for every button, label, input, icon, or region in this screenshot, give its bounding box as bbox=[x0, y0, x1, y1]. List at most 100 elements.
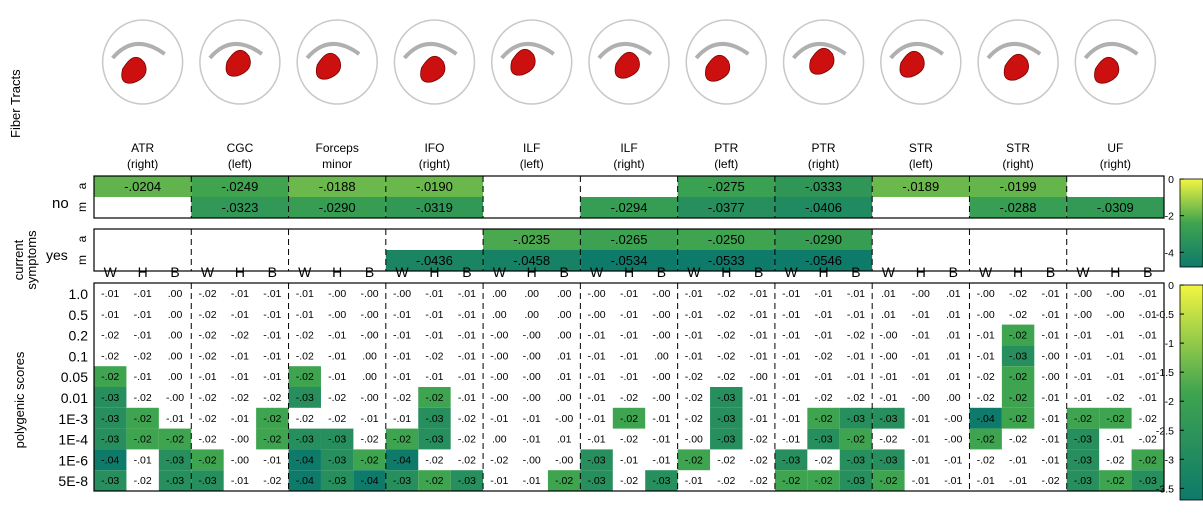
cell-value: -.01 bbox=[750, 330, 768, 342]
cell-value: -.01 bbox=[328, 350, 346, 362]
threshold-label: 5E-8 bbox=[58, 473, 88, 489]
cell-value: .00 bbox=[492, 434, 507, 446]
cell bbox=[288, 470, 321, 491]
cell-value: -.02 bbox=[847, 434, 865, 446]
cell-value: .01 bbox=[881, 309, 896, 321]
cell-value: -.02 bbox=[620, 475, 638, 487]
cell-value: -.03 bbox=[328, 434, 346, 446]
cell-value: -.01 bbox=[912, 434, 930, 446]
cell bbox=[191, 176, 289, 197]
cell-value: -.02 bbox=[101, 371, 119, 383]
cell-value: -.01 bbox=[231, 475, 249, 487]
tract-name-3: IFO bbox=[424, 141, 444, 155]
colorbar-label: -0.5 bbox=[1156, 309, 1174, 321]
cell-value: -.01 bbox=[750, 309, 768, 321]
cell-value: -.02 bbox=[847, 330, 865, 342]
cell-value: -.00 bbox=[977, 309, 995, 321]
subheader: H bbox=[624, 264, 634, 280]
cell-value: -.00 bbox=[750, 371, 768, 383]
cell-value: -.03 bbox=[425, 413, 443, 425]
tract-name-2: Forceps bbox=[316, 141, 359, 155]
cell-value: -.04 bbox=[977, 413, 995, 425]
cell bbox=[1066, 428, 1100, 450]
tract-shape bbox=[420, 55, 446, 83]
cell-value: .00 bbox=[946, 392, 961, 404]
cell bbox=[872, 470, 905, 491]
cell bbox=[580, 229, 678, 250]
cell bbox=[1066, 197, 1164, 218]
cell-value: -.01 bbox=[458, 330, 476, 342]
cell-value: -.01 bbox=[393, 330, 411, 342]
cell-value: -.03 bbox=[296, 392, 314, 404]
cell bbox=[1131, 449, 1164, 471]
cell bbox=[418, 387, 451, 408]
cell bbox=[839, 407, 873, 429]
cell-value: -.01 bbox=[620, 371, 638, 383]
cell-value: -.02 bbox=[101, 330, 119, 342]
tract-name-10: UF bbox=[1107, 141, 1123, 155]
tract-side-0: (right) bbox=[127, 157, 158, 171]
cell-value: -.01 bbox=[425, 330, 443, 342]
cell bbox=[191, 470, 224, 491]
cell bbox=[710, 428, 743, 450]
cell-value: -.03 bbox=[166, 454, 184, 466]
cell-value: -.02 bbox=[134, 413, 152, 425]
cell-value: -.01 bbox=[782, 330, 800, 342]
subheader: W bbox=[395, 264, 409, 280]
threshold-label: 0.1 bbox=[69, 348, 89, 364]
cell-value: -.01 bbox=[231, 309, 249, 321]
cell bbox=[450, 470, 484, 491]
cell-value: -.00 bbox=[1074, 288, 1092, 300]
cell bbox=[677, 229, 775, 250]
cell bbox=[94, 428, 127, 450]
cell-value: -.01 bbox=[620, 288, 638, 300]
subheader: B bbox=[559, 264, 568, 280]
brain-callosum bbox=[889, 41, 945, 60]
cell-value: -.02 bbox=[296, 350, 314, 362]
cell-value: -.02 bbox=[1106, 413, 1124, 425]
cell-value: -.02 bbox=[977, 371, 995, 383]
cell-value: -.02 bbox=[685, 413, 703, 425]
cell-value: -.00 bbox=[361, 309, 379, 321]
brain-callosum bbox=[500, 41, 555, 60]
cell-value: -.01 bbox=[134, 309, 152, 321]
cell-value: -.01 bbox=[1106, 434, 1124, 446]
cell-value: .00 bbox=[557, 330, 572, 342]
cell-value: -.01 bbox=[588, 350, 606, 362]
yes-label: yes bbox=[46, 247, 68, 263]
cell-value: -.00 bbox=[523, 371, 541, 383]
cell bbox=[1001, 324, 1035, 346]
cell-value: .00 bbox=[168, 309, 183, 321]
cell-value: -.03 bbox=[425, 434, 443, 446]
m-label: m bbox=[75, 255, 89, 265]
cell-value: -.01 bbox=[847, 371, 865, 383]
brain-9 bbox=[977, 19, 1059, 105]
subheader: H bbox=[429, 264, 439, 280]
cell-value: -.01 bbox=[263, 350, 281, 362]
cell-value: -.04 bbox=[101, 454, 119, 466]
cell-value: .01 bbox=[557, 371, 572, 383]
cell-value: -.02 bbox=[361, 434, 379, 446]
brain-outline bbox=[393, 19, 476, 105]
cell-value: -.00 bbox=[166, 392, 184, 404]
cell-value: .01 bbox=[881, 288, 896, 300]
cell bbox=[353, 470, 386, 491]
subheader: H bbox=[138, 264, 148, 280]
subheader: B bbox=[268, 264, 277, 280]
cell-value: -.02 bbox=[425, 475, 443, 487]
subheader: B bbox=[462, 264, 471, 280]
cell-value: -.0190 bbox=[416, 179, 453, 194]
cell-value: -.01 bbox=[1041, 413, 1059, 425]
cell-value: -.0204 bbox=[124, 179, 161, 194]
cell-value: -.02 bbox=[134, 392, 152, 404]
cell-value: -.02 bbox=[263, 392, 281, 404]
cell-value: -.01 bbox=[1139, 309, 1157, 321]
cell-value: -.02 bbox=[1009, 392, 1027, 404]
cell-value: .00 bbox=[362, 350, 377, 362]
cell-value: -.01 bbox=[912, 371, 930, 383]
cell-value: -.01 bbox=[490, 475, 508, 487]
tract-side-4: (left) bbox=[520, 157, 544, 171]
brain-outline bbox=[588, 19, 670, 105]
cell-value: -.02 bbox=[620, 434, 638, 446]
brain-outline bbox=[685, 19, 768, 105]
